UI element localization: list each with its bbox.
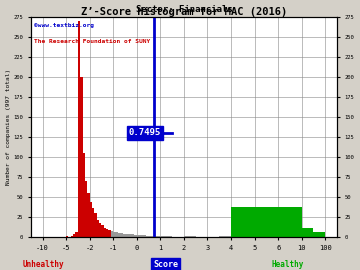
Bar xyxy=(153,236,156,237)
Bar xyxy=(71,236,73,237)
Bar xyxy=(102,225,104,237)
Text: ©www.textbiz.org: ©www.textbiz.org xyxy=(34,23,94,28)
Bar xyxy=(92,208,94,237)
Bar xyxy=(219,236,231,237)
Bar xyxy=(160,236,166,237)
Bar xyxy=(66,236,68,237)
Bar xyxy=(87,193,90,237)
Bar xyxy=(127,234,130,237)
Bar xyxy=(184,236,196,237)
Text: Sector: Financials: Sector: Financials xyxy=(135,5,232,14)
Bar xyxy=(97,220,99,237)
Bar xyxy=(146,236,149,237)
Bar xyxy=(130,234,132,237)
Bar xyxy=(76,232,78,237)
Bar xyxy=(94,213,97,237)
Bar xyxy=(139,235,141,237)
Text: Healthy: Healthy xyxy=(272,260,304,269)
Y-axis label: Number of companies (997 total): Number of companies (997 total) xyxy=(5,69,10,185)
Bar xyxy=(144,235,146,237)
Bar xyxy=(132,234,134,237)
Bar xyxy=(106,229,108,237)
Bar xyxy=(80,77,82,237)
Bar xyxy=(302,228,314,237)
Bar xyxy=(134,235,137,237)
Bar xyxy=(108,230,111,237)
Bar xyxy=(90,202,92,237)
Bar xyxy=(149,236,151,237)
Text: The Research Foundation of SUNY: The Research Foundation of SUNY xyxy=(34,39,150,44)
Bar xyxy=(118,233,120,237)
Bar xyxy=(137,235,139,237)
Bar xyxy=(151,236,153,237)
Bar xyxy=(111,231,113,237)
Bar xyxy=(82,153,85,237)
Bar xyxy=(141,235,144,237)
Bar xyxy=(78,21,80,237)
Bar xyxy=(73,234,76,237)
Title: Z’-Score Histogram for MAC (2016): Z’-Score Histogram for MAC (2016) xyxy=(81,6,287,17)
Text: 0.7495: 0.7495 xyxy=(129,129,161,137)
Text: Unhealthy: Unhealthy xyxy=(22,260,64,269)
Bar xyxy=(120,233,123,237)
Bar xyxy=(123,234,125,237)
Bar xyxy=(116,232,118,237)
Bar xyxy=(113,232,116,237)
Bar xyxy=(125,234,127,237)
Bar xyxy=(314,232,325,237)
Bar xyxy=(156,236,160,237)
Bar xyxy=(99,223,102,237)
Bar xyxy=(85,181,87,237)
Bar xyxy=(104,228,106,237)
Text: Score: Score xyxy=(153,260,178,269)
Bar xyxy=(231,207,302,237)
Bar xyxy=(166,236,172,237)
